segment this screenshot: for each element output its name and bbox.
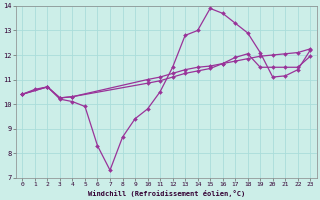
- X-axis label: Windchill (Refroidissement éolien,°C): Windchill (Refroidissement éolien,°C): [88, 190, 245, 197]
